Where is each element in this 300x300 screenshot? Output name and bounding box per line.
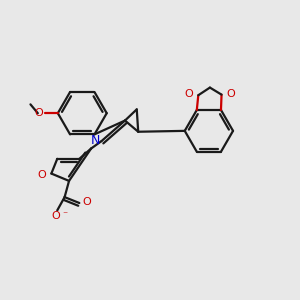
Text: O: O xyxy=(184,89,193,99)
Text: O: O xyxy=(34,108,43,118)
Text: O: O xyxy=(227,89,236,99)
Text: O: O xyxy=(51,211,60,221)
Text: O: O xyxy=(37,170,46,180)
Text: N: N xyxy=(91,134,100,147)
Text: ⁻: ⁻ xyxy=(62,211,68,221)
Text: O: O xyxy=(83,197,92,207)
